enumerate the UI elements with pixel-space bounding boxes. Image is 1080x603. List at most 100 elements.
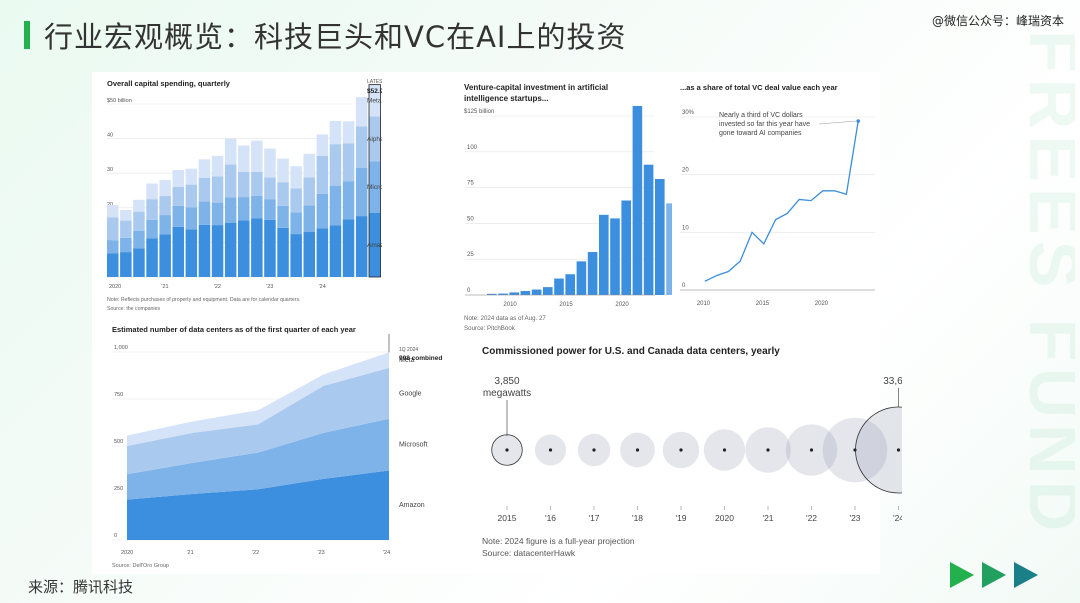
chart-title: Estimated number of data centers as of t… xyxy=(112,325,356,334)
x-tick-label: '22 xyxy=(252,550,259,556)
chart-title: ...as a share of total VC deal value eac… xyxy=(680,83,838,92)
wechat-credit: @微信公众号：峰瑞资本 xyxy=(931,14,1064,28)
bar-meta xyxy=(224,138,237,165)
bar-amazon xyxy=(238,220,250,277)
bar-meta xyxy=(251,140,263,172)
bar-amazon xyxy=(264,219,276,277)
area-microsoft xyxy=(127,418,389,500)
bar xyxy=(531,289,542,295)
bar-alphabet xyxy=(159,196,171,216)
bar xyxy=(565,274,575,295)
y-tick-label: 100 xyxy=(467,145,478,151)
chart-source: Source: the companies xyxy=(107,306,160,312)
bar-microsoft xyxy=(277,205,289,228)
bar-meta xyxy=(342,121,355,144)
y-tick-label: 0 xyxy=(114,533,117,539)
bar-amazon xyxy=(290,234,302,277)
play-arrows-logo xyxy=(950,562,1038,588)
bar-microsoft xyxy=(238,197,250,221)
bar-meta xyxy=(355,97,368,127)
series-label: Amazon xyxy=(399,502,425,509)
bar-alphabet xyxy=(185,184,198,208)
chart-source: Source: Dell'Oro Group xyxy=(112,563,169,569)
bar-meta xyxy=(369,84,381,117)
bar-alphabet xyxy=(329,144,342,186)
bar xyxy=(655,179,665,295)
annotation-text: Nearly a third of VC dollars xyxy=(719,112,803,119)
bar-alphabet xyxy=(107,217,119,241)
chart-note: Note: Reflects purchases of property and… xyxy=(107,297,300,303)
y-tick-label: 1,000 xyxy=(114,345,128,351)
arrow-icon xyxy=(950,562,974,588)
x-tick-label: '23 xyxy=(318,550,325,556)
bar-meta xyxy=(120,209,132,221)
bar-alphabet xyxy=(369,116,381,162)
y-tick-label: 20 xyxy=(682,168,689,174)
y-tick-label: 500 xyxy=(114,439,123,445)
bar-amazon xyxy=(185,229,198,277)
bar-amazon xyxy=(329,225,342,277)
bar-microsoft xyxy=(120,237,132,253)
bar-alphabet xyxy=(277,182,289,206)
source-label: 来源：腾讯科技 xyxy=(28,578,134,596)
bar-microsoft xyxy=(355,168,368,217)
bar-microsoft xyxy=(329,185,342,226)
bar-alphabet xyxy=(198,177,211,202)
bar-alphabet xyxy=(342,143,355,182)
bubble-center xyxy=(592,448,596,452)
x-tick-label: '24 xyxy=(319,284,326,290)
annotation-label: LATEST QUARTER xyxy=(367,79,382,85)
bar-microsoft xyxy=(251,195,263,219)
bar xyxy=(621,200,631,295)
bar xyxy=(543,287,553,295)
bar xyxy=(576,261,587,295)
y-tick-label: 30% xyxy=(682,110,695,116)
chart-panel: Overall capital spending, quarterly $50 b… xyxy=(92,72,902,574)
bar-amazon xyxy=(355,216,368,277)
x-tick-label: 2015 xyxy=(559,302,573,308)
x-tick-label: '16 xyxy=(545,513,556,523)
x-tick-label: 2010 xyxy=(503,302,517,308)
bar-microsoft xyxy=(159,215,171,235)
series-label: Amazon xyxy=(367,242,382,249)
bar-meta xyxy=(159,180,171,197)
last-value-label: 33,675 xyxy=(883,376,902,387)
bar-microsoft xyxy=(369,161,381,213)
bar-alphabet xyxy=(211,176,224,203)
area-amazon xyxy=(127,470,389,540)
bar-microsoft xyxy=(185,207,198,230)
bar-microsoft xyxy=(224,197,237,223)
bar-meta xyxy=(238,145,250,172)
first-value-label: 3,850 xyxy=(494,376,519,387)
chart-title-line2: intelligence startups... xyxy=(464,94,548,103)
bar-microsoft xyxy=(172,205,184,227)
bar-amazon xyxy=(107,253,119,277)
bar xyxy=(487,293,497,295)
x-tick-label: 2010 xyxy=(697,301,711,307)
bar-alphabet xyxy=(238,171,250,198)
bar xyxy=(554,278,564,295)
latest-quarter-outline xyxy=(368,84,381,278)
bar xyxy=(520,290,531,295)
vc-investment-chart: Venture-capital investment in artificial… xyxy=(464,83,672,332)
series-label: Microsoft xyxy=(367,184,382,191)
bar-meta xyxy=(264,148,276,178)
bar-meta xyxy=(303,153,315,178)
bar-alphabet xyxy=(120,220,132,238)
x-tick-label: '17 xyxy=(588,513,599,523)
bubble-center xyxy=(679,448,683,452)
bar-meta xyxy=(211,155,224,177)
area-meta xyxy=(127,352,389,446)
chart-title: Venture-capital investment in artificial xyxy=(464,83,608,92)
x-tick-label: '19 xyxy=(675,513,686,523)
x-tick-label: '24 xyxy=(893,513,902,523)
chart-title: Overall capital spending, quarterly xyxy=(107,79,231,88)
bubble-center xyxy=(809,448,814,452)
bar-alphabet xyxy=(251,171,263,196)
bar-meta xyxy=(185,168,198,185)
series-label: Microsoft xyxy=(399,442,427,449)
capital-spending-chart: Overall capital spending, quarterly $50 b… xyxy=(107,79,382,312)
commissioned-power-chart: Commissioned power for U.S. and Canada d… xyxy=(482,346,902,558)
y-tick-label: 30 xyxy=(107,167,113,173)
bar-microsoft xyxy=(198,201,211,225)
